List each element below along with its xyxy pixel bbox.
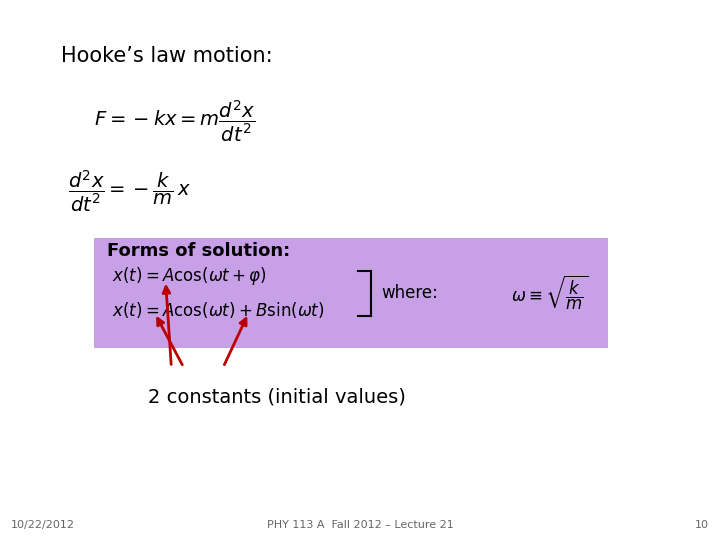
Text: where:: where: xyxy=(382,284,438,302)
Text: 10: 10 xyxy=(696,520,709,530)
Text: 2 constants (initial values): 2 constants (initial values) xyxy=(148,387,406,407)
Text: $\omega \equiv \sqrt{\dfrac{k}{m}}$: $\omega \equiv \sqrt{\dfrac{k}{m}}$ xyxy=(511,274,588,313)
Text: $F = -kx = m\dfrac{d^2x}{dt^2}$: $F = -kx = m\dfrac{d^2x}{dt^2}$ xyxy=(94,99,255,144)
FancyBboxPatch shape xyxy=(94,238,608,348)
Text: Hooke’s law motion:: Hooke’s law motion: xyxy=(61,46,273,66)
Text: $\dfrac{d^2x}{dt^2} = -\dfrac{k}{m}\,x$: $\dfrac{d^2x}{dt^2} = -\dfrac{k}{m}\,x$ xyxy=(68,169,192,214)
Text: $x(t) = A\cos(\omega t) + B\sin(\omega t)$: $x(t) = A\cos(\omega t) + B\sin(\omega t… xyxy=(112,300,324,321)
Text: $x(t) = A\cos(\omega t +\varphi)$: $x(t) = A\cos(\omega t +\varphi)$ xyxy=(112,266,266,287)
Text: PHY 113 A  Fall 2012 – Lecture 21: PHY 113 A Fall 2012 – Lecture 21 xyxy=(266,520,454,530)
Text: 10/22/2012: 10/22/2012 xyxy=(11,520,75,530)
Text: Forms of solution:: Forms of solution: xyxy=(107,242,290,260)
